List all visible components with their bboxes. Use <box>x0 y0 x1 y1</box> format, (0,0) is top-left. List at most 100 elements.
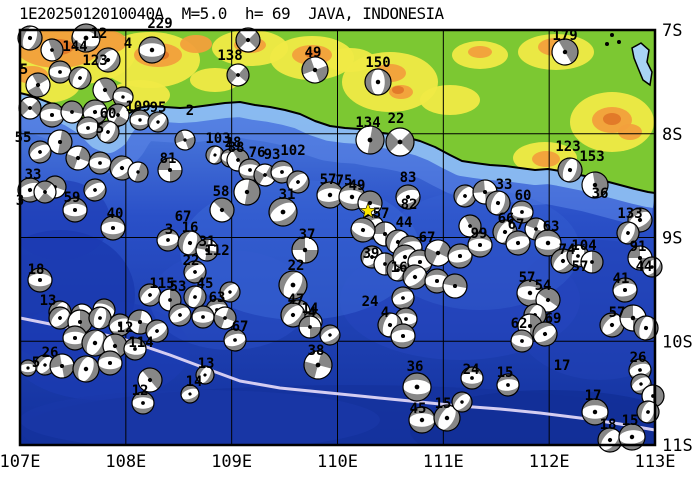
focal-mechanism <box>316 181 344 209</box>
focal-mechanism <box>616 221 640 245</box>
small-island <box>610 33 614 37</box>
depth-label: 76 <box>249 145 266 161</box>
depth-label: 40 <box>107 206 124 222</box>
x-axis-label: 108E <box>105 452 146 472</box>
focal-mechanism <box>557 157 583 183</box>
focal-mechanism <box>580 250 604 274</box>
elevation-orange-blob <box>618 124 642 140</box>
focal-mechanism <box>581 398 609 426</box>
depth-label: 104 <box>571 238 596 254</box>
depth-label: 67 <box>508 217 525 233</box>
depth-label: 67 <box>419 230 436 246</box>
depth-label: 59 <box>64 190 81 206</box>
depth-label: 75 <box>336 173 353 189</box>
focal-mechanism <box>19 359 37 377</box>
depth-label: 24 <box>463 362 480 378</box>
x-axis-label: 109E <box>211 452 252 472</box>
focal-mechanism <box>60 100 84 124</box>
small-island <box>617 40 621 44</box>
focal-mechanism <box>364 68 392 96</box>
focal-mechanism <box>72 355 100 383</box>
depth-label: 3 <box>165 222 173 238</box>
focal-mechanism <box>88 151 112 175</box>
focal-mechanism <box>157 157 183 183</box>
depth-label: 115 <box>149 276 174 292</box>
stray-depth-digit: 1 <box>19 4 29 23</box>
depth-label: 112 <box>204 243 229 259</box>
depth-label: 45 <box>410 401 427 417</box>
y-axis-label: 7S <box>662 21 682 41</box>
depth-label: 31 <box>279 187 296 203</box>
y-axis-label: 8S <box>662 125 682 145</box>
focal-mechanism <box>442 273 468 299</box>
small-island <box>605 42 609 46</box>
focal-mechanism <box>355 125 385 155</box>
focal-mechanism <box>25 72 51 98</box>
focal-mechanism <box>532 321 558 347</box>
depth-label: 49 <box>349 178 366 194</box>
depth-label: 57 <box>519 270 536 286</box>
depth-label: 33 <box>496 177 513 193</box>
depth-label: 54 <box>535 278 552 294</box>
focal-mechanism <box>131 391 155 415</box>
elevation-yellow-blob <box>420 85 480 115</box>
focal-mechanism <box>460 366 484 390</box>
focal-mechanism <box>123 337 147 361</box>
depth-label: 39 <box>363 246 380 262</box>
bathymetry-blob <box>20 390 380 445</box>
depth-label: 24 <box>362 294 379 310</box>
focal-mechanism <box>183 260 207 284</box>
focal-mechanism <box>48 306 72 330</box>
focal-mechanism <box>350 217 376 243</box>
x-axis-label: 112E <box>529 452 570 472</box>
focal-mechanism <box>319 324 341 346</box>
depth-label: 229 <box>147 16 172 32</box>
focal-mechanism <box>92 77 118 103</box>
depth-label: 26 <box>42 345 59 361</box>
focal-mechanism <box>195 365 215 385</box>
depth-label: 57 <box>373 206 390 222</box>
focal-mechanism <box>62 197 88 223</box>
focal-mechanism <box>106 103 130 127</box>
elevation-peak-blob <box>392 86 404 94</box>
focal-mechanism <box>168 303 192 327</box>
depth-label: 103 <box>205 131 230 147</box>
focal-mechanism <box>433 404 461 432</box>
focal-mechanism <box>195 238 219 262</box>
focal-mechanism <box>298 315 322 339</box>
event-title-text: E2025012010040A M=5.0 h= 69 JAVA, INDONE… <box>28 4 444 23</box>
focal-mechanism <box>223 328 247 352</box>
depth-label: 82 <box>401 197 418 213</box>
focal-mechanism <box>28 140 52 164</box>
depth-label: 53 <box>170 279 187 295</box>
focal-mechanism <box>291 236 319 264</box>
depth-label: 63 <box>543 219 560 235</box>
focal-mechanism <box>33 180 57 204</box>
focal-mechanism <box>467 232 493 258</box>
focal-mechanism <box>226 63 250 87</box>
depth-label: 102 <box>280 143 305 159</box>
focal-mechanism <box>209 197 235 223</box>
y-axis-label: 11S <box>662 436 693 456</box>
depth-label: 133 <box>617 206 642 222</box>
focal-mechanism <box>88 306 112 330</box>
focal-mechanism <box>174 129 196 151</box>
depth-label: 36 <box>592 186 609 202</box>
focal-mechanism <box>408 406 436 434</box>
depth-label: 15 <box>497 365 514 381</box>
depth-label: 44 <box>396 215 413 231</box>
depth-label: 123 <box>82 53 107 69</box>
depth-label: 47 <box>288 292 305 308</box>
focal-mechanism <box>191 305 215 329</box>
depth-label: 12 <box>91 26 108 42</box>
focal-mechanism <box>205 145 225 165</box>
focal-mechanism <box>82 99 108 125</box>
depth-label: 5 <box>96 121 104 137</box>
focal-mechanism <box>303 350 333 380</box>
depth-label: 22 <box>288 258 305 274</box>
focal-mechanism <box>633 315 659 341</box>
focal-mechanism <box>485 190 511 216</box>
focal-mechanism <box>112 86 134 108</box>
